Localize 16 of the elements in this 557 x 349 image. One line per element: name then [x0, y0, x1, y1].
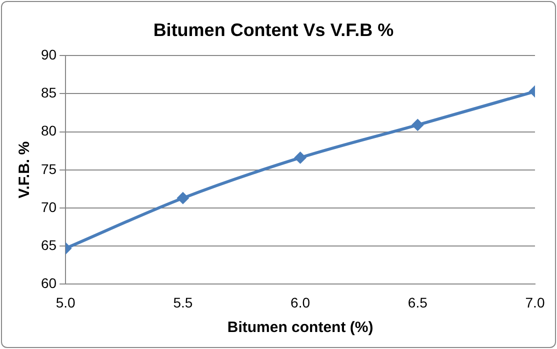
y-tick-label: 80 — [40, 122, 57, 139]
y-tick-label: 90 — [40, 46, 57, 62]
point — [294, 152, 306, 164]
x-tick-label: 6.5 — [408, 294, 428, 310]
x-axis-title: Bitumen content (%) — [227, 319, 374, 336]
x-tick-label: 7.0 — [525, 294, 545, 310]
y-tick-label: 70 — [40, 198, 57, 215]
x-tick-label: 5.5 — [173, 294, 193, 310]
y-tick-label: 75 — [40, 160, 57, 177]
y-tick-label: 65 — [40, 236, 57, 253]
y-axis-title: V.F.B. % — [16, 141, 34, 198]
x-tick-label: 6.0 — [290, 294, 310, 310]
x-tick-label: 5.0 — [56, 294, 76, 310]
y-tick-label: 60 — [40, 275, 57, 292]
y-tick-label: 85 — [40, 84, 57, 101]
chart-title: Bitumen Content Vs V.F.B % — [153, 20, 394, 40]
